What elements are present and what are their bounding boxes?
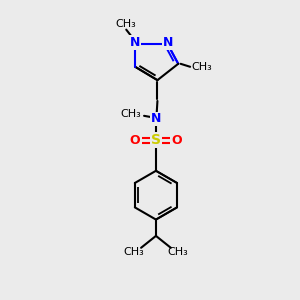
Text: N: N: [130, 36, 140, 49]
Text: S: S: [151, 133, 161, 147]
Text: CH₃: CH₃: [123, 247, 144, 257]
Text: O: O: [171, 134, 182, 147]
Text: CH₃: CH₃: [116, 19, 136, 29]
Text: O: O: [130, 134, 140, 147]
Text: CH₃: CH₃: [120, 109, 141, 119]
Text: N: N: [163, 36, 173, 49]
Text: CH₃: CH₃: [168, 247, 189, 257]
Text: N: N: [151, 112, 161, 125]
Text: CH₃: CH₃: [192, 62, 212, 72]
